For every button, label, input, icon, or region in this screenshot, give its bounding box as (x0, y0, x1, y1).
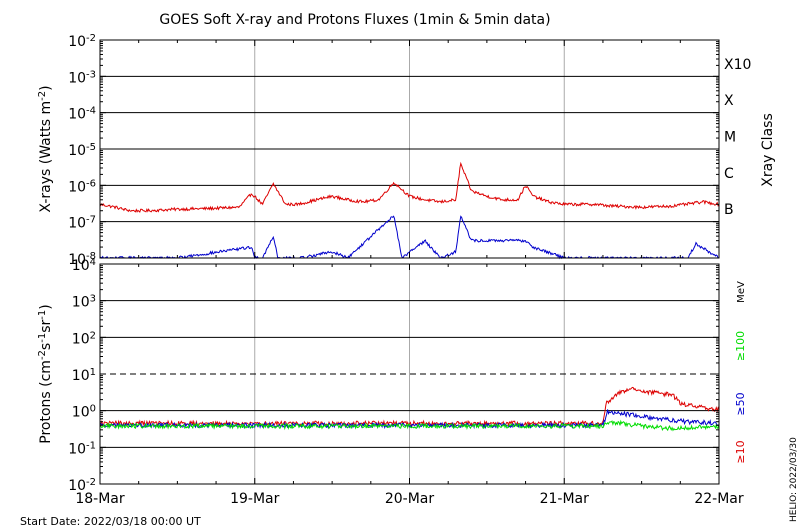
xray-y-tick-label: 10-8 (68, 251, 96, 269)
xray-y-tick-label: 10-6 (68, 178, 96, 196)
time-axis: 18-Mar 19-Mar 20-Mar 21-Mar 22-Mar (75, 40, 744, 507)
x-tick-label: 18-Mar (75, 491, 125, 507)
xray-y-tick-label: 10-4 (68, 105, 96, 123)
proton-series-group (99, 386, 720, 432)
proton-y-tick-label: 102 (72, 330, 96, 348)
proton-energy-labels: ≥100 ≥50 ≥10 (734, 331, 747, 464)
xray-y-tick-label: 10-3 (68, 69, 96, 87)
xray-grid (100, 40, 719, 258)
x-tick-label: 21-Mar (540, 491, 590, 507)
proton-unit-label: MeV (736, 281, 747, 303)
xray-class-label: M (724, 130, 736, 146)
proton-y-tick-label: 103 (72, 293, 96, 311)
helio-date-label: HELIO: 2022/03/30 (789, 437, 799, 522)
xray-y-axis: 10-2 10-3 10-4 10-5 10-6 10-7 10-8 (68, 33, 719, 269)
proton-y-tick-label: 100 (72, 403, 96, 421)
xray-class-label: B (724, 202, 734, 218)
xray-y-tick-label: 10-7 (68, 214, 96, 232)
proton-y-tick-label: 101 (72, 367, 96, 385)
proton-y-tick-label: 10-1 (68, 440, 96, 458)
xray-y-axis-label: X-rays (Watts m-2) (37, 85, 55, 212)
proton-energy-label: ≥10 (734, 440, 747, 463)
xray-class-label: X (724, 93, 734, 109)
xray-class-label: X10 (724, 57, 751, 73)
proton-energy-label: ≥50 (734, 392, 747, 415)
proton-series-1 (99, 409, 720, 430)
x-tick-label: 19-Mar (230, 491, 280, 507)
xray-class-label: C (724, 166, 734, 182)
x-tick-label: 20-Mar (385, 491, 435, 507)
proton-panel: 104 103 102 101 100 10-1 10-2 Protons (cm-2s-1… (37, 257, 748, 495)
x-tick-label: 22-Mar (694, 491, 744, 507)
proton-y-axis-label: Protons (cm-2s-1sr-1) (37, 304, 55, 443)
start-date-label: Start Date: 2022/03/18 00:00 UT (20, 515, 201, 528)
proton-energy-label: ≥100 (734, 331, 747, 361)
proton-y-axis: 104 103 102 101 100 10-1 10-2 (68, 257, 719, 495)
proton-y-tick-label: 104 (72, 257, 96, 275)
chart-title: GOES Soft X-ray and Protons Fluxes (1min… (159, 12, 550, 28)
xray-class-labels: X10 X M C B (724, 57, 751, 218)
xray-class-axis-title: Xray Class (760, 113, 776, 187)
xray-y-tick-label: 10-2 (68, 33, 96, 51)
proton-series-2 (99, 419, 720, 432)
xray-series-0 (99, 161, 720, 213)
proton-grid (100, 264, 719, 484)
xray-y-tick-label: 10-5 (68, 142, 96, 160)
proton-y-tick-label: 10-2 (68, 477, 96, 495)
